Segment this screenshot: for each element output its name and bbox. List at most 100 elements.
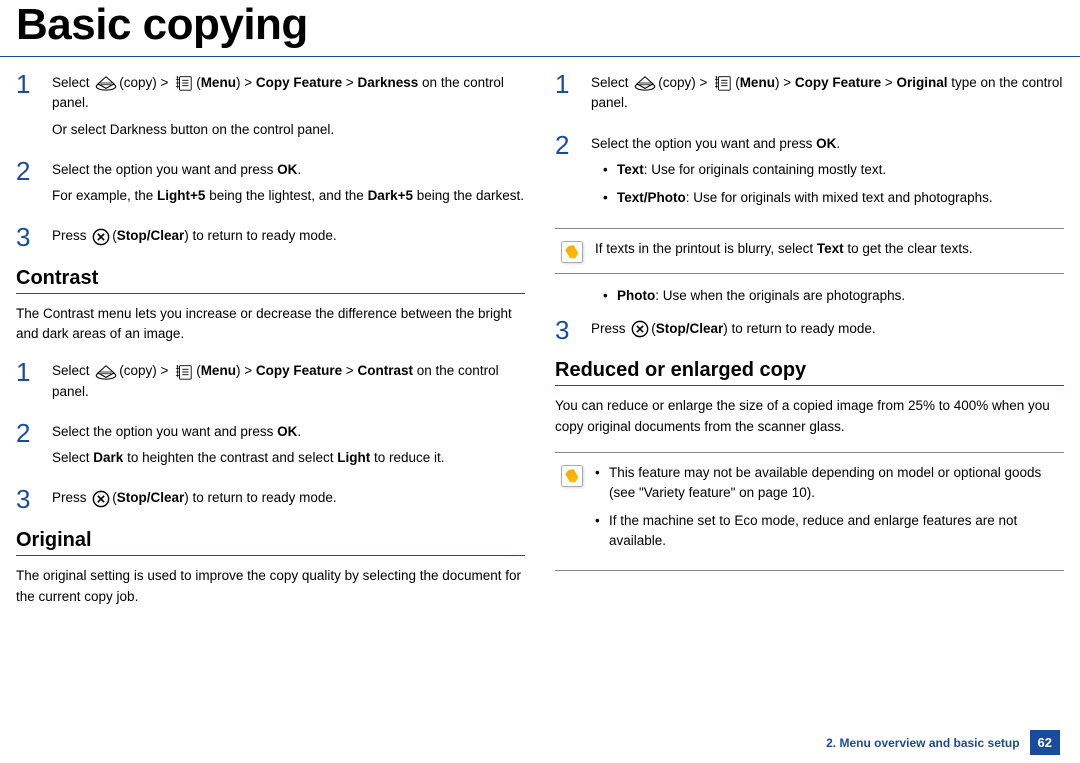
text: Press bbox=[591, 321, 629, 336]
note-box: If texts in the printout is blurry, sele… bbox=[555, 228, 1064, 274]
copy-icon bbox=[95, 364, 117, 380]
text: > bbox=[779, 75, 794, 90]
heading-original: Original bbox=[16, 529, 525, 556]
text: (Menu) bbox=[196, 363, 240, 378]
menu-icon bbox=[174, 74, 194, 92]
text: > bbox=[157, 363, 172, 378]
bold: Light bbox=[337, 450, 370, 465]
text: . bbox=[297, 424, 301, 439]
list-item: Photo: Use when the originals are photog… bbox=[603, 286, 1064, 306]
text: (Stop/Clear) bbox=[112, 490, 189, 505]
text: Or select Darkness button on the control… bbox=[52, 120, 525, 140]
text: > bbox=[696, 75, 711, 90]
bold: Light+5 bbox=[157, 188, 205, 203]
left-column: 1 Select (copy) > (Menu) > Copy Feature … bbox=[16, 71, 525, 621]
bullet-list: Photo: Use when the originals are photog… bbox=[591, 286, 1064, 306]
bold: OK bbox=[277, 424, 297, 439]
right-column: 1 Select (copy) > (Menu) > Copy Feature … bbox=[555, 71, 1064, 621]
text: Select the option you want and press bbox=[52, 424, 277, 439]
step-number: 2 bbox=[16, 420, 38, 475]
step-body: Press (Stop/Clear) to return to ready mo… bbox=[591, 317, 1064, 345]
text: to return to ready mode. bbox=[189, 228, 337, 243]
step-number: 3 bbox=[16, 224, 38, 252]
bullet-list: Text: Use for originals containing mostl… bbox=[591, 160, 1064, 209]
copy-icon bbox=[634, 75, 656, 91]
paragraph: The original setting is used to improve … bbox=[16, 566, 525, 608]
bold: Original bbox=[897, 75, 948, 90]
text: > bbox=[240, 363, 255, 378]
chapter-label: 2. Menu overview and basic setup bbox=[826, 736, 1019, 750]
text: (copy) bbox=[658, 75, 696, 90]
text: > bbox=[881, 75, 896, 90]
step-original-3: 3 Press (Stop/Clear) to return to ready … bbox=[555, 317, 1064, 345]
step-original-1: 1 Select (copy) > (Menu) > Copy Feature … bbox=[555, 71, 1064, 120]
step-number: 1 bbox=[16, 71, 38, 146]
bold: Dark+5 bbox=[368, 188, 413, 203]
bold: Copy Feature bbox=[795, 75, 881, 90]
text: to return to ready mode. bbox=[728, 321, 876, 336]
list-item: This feature may not be available depend… bbox=[595, 463, 1058, 504]
list-item: Text: Use for originals containing mostl… bbox=[603, 160, 1064, 180]
text: to get the clear texts. bbox=[844, 241, 973, 256]
heading-reduced: Reduced or enlarged copy bbox=[555, 359, 1064, 386]
step-body: Select the option you want and press OK.… bbox=[591, 132, 1064, 217]
text: Press bbox=[52, 490, 90, 505]
text: (copy) bbox=[119, 75, 157, 90]
menu-icon bbox=[174, 363, 194, 381]
bold: Text bbox=[817, 241, 844, 256]
list-item: Text/Photo: Use for originals with mixed… bbox=[603, 188, 1064, 208]
bold: Copy Feature bbox=[256, 363, 342, 378]
page-number: 62 bbox=[1030, 730, 1060, 755]
text: . bbox=[297, 162, 301, 177]
step-body: Select the option you want and press OK.… bbox=[52, 420, 525, 475]
text: . bbox=[836, 136, 840, 151]
bold: Darkness bbox=[358, 75, 419, 90]
step-number: 3 bbox=[16, 486, 38, 514]
note-box: This feature may not be available depend… bbox=[555, 452, 1064, 571]
step-number: 2 bbox=[555, 132, 577, 217]
text: to return to ready mode. bbox=[189, 490, 337, 505]
footer: 2. Menu overview and basic setup 62 bbox=[826, 730, 1060, 755]
step-darkness-1: 1 Select (copy) > (Menu) > Copy Feature … bbox=[16, 71, 525, 146]
text: to reduce it. bbox=[370, 450, 444, 465]
step-body: Select (copy) > (Menu) > Copy Feature > … bbox=[52, 359, 525, 408]
step-number: 1 bbox=[16, 359, 38, 408]
note-text: This feature may not be available depend… bbox=[595, 463, 1058, 560]
copy-icon bbox=[95, 75, 117, 91]
text: Select bbox=[52, 75, 93, 90]
note-icon bbox=[561, 241, 583, 263]
bold: Dark bbox=[93, 450, 123, 465]
text: (Menu) bbox=[735, 75, 779, 90]
text: > bbox=[342, 363, 357, 378]
step-number: 3 bbox=[555, 317, 577, 345]
text: being the lightest, and the bbox=[205, 188, 367, 203]
text: to heighten the contrast and select bbox=[123, 450, 337, 465]
heading-contrast: Contrast bbox=[16, 267, 525, 294]
text: Select the option you want and press bbox=[52, 162, 277, 177]
step-contrast-1: 1 Select (copy) > (Menu) > Copy Feature … bbox=[16, 359, 525, 408]
step-contrast-3: 3 Press (Stop/Clear) to return to ready … bbox=[16, 486, 525, 514]
step-body: Press (Stop/Clear) to return to ready mo… bbox=[52, 486, 525, 514]
text: Select bbox=[591, 75, 632, 90]
text: (copy) bbox=[119, 363, 157, 378]
text: being the darkest. bbox=[413, 188, 524, 203]
page-title: Basic copying bbox=[0, 0, 1080, 57]
paragraph: The Contrast menu lets you increase or d… bbox=[16, 304, 525, 346]
text: For example, the bbox=[52, 188, 157, 203]
step-number: 2 bbox=[16, 158, 38, 213]
text: Select bbox=[52, 450, 93, 465]
text: > bbox=[240, 75, 255, 90]
bold: Contrast bbox=[358, 363, 414, 378]
text: Press bbox=[52, 228, 90, 243]
step-contrast-2: 2 Select the option you want and press O… bbox=[16, 420, 525, 475]
text: If texts in the printout is blurry, sele… bbox=[595, 241, 817, 256]
bold: OK bbox=[816, 136, 836, 151]
paragraph: You can reduce or enlarge the size of a … bbox=[555, 396, 1064, 438]
bold: Copy Feature bbox=[256, 75, 342, 90]
text: Select bbox=[52, 363, 93, 378]
text: > bbox=[157, 75, 172, 90]
stop-icon bbox=[92, 228, 110, 246]
text: (Menu) bbox=[196, 75, 240, 90]
bold: OK bbox=[277, 162, 297, 177]
note-text: If texts in the printout is blurry, sele… bbox=[595, 239, 1058, 259]
